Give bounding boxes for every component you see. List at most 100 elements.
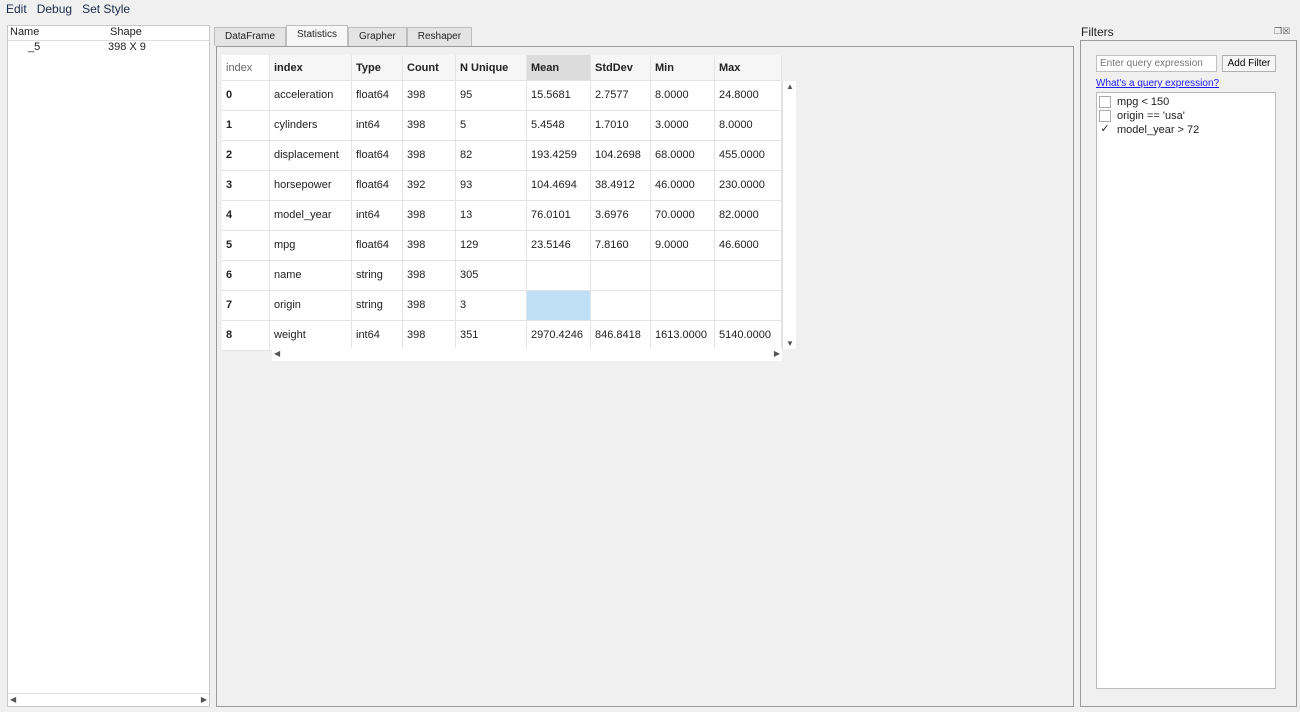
filter-item[interactable]: mpg < 150 xyxy=(1097,95,1275,109)
table-cell[interactable]: 76.0101 xyxy=(527,201,591,230)
table-cell[interactable]: 398 xyxy=(403,111,456,140)
table-cell[interactable]: displacement xyxy=(270,141,352,170)
table-cell[interactable]: 398 xyxy=(403,231,456,260)
scroll-right-icon[interactable]: ▶ xyxy=(200,695,207,704)
table-cell[interactable] xyxy=(715,261,782,290)
table-cell[interactable]: 846.8418 xyxy=(591,321,651,350)
table-cell[interactable]: float64 xyxy=(352,141,403,170)
table-cell[interactable]: 2 xyxy=(222,141,270,170)
table-cell[interactable] xyxy=(651,261,715,290)
table-cell[interactable]: 93 xyxy=(456,171,527,200)
table-cell[interactable] xyxy=(527,291,591,320)
vertical-scrollbar[interactable]: ▲ ▼ xyxy=(782,81,796,349)
table-cell[interactable]: 398 xyxy=(403,321,456,350)
table-cell[interactable]: 129 xyxy=(456,231,527,260)
column-header[interactable]: Mean xyxy=(527,55,591,80)
table-cell[interactable]: 5140.0000 xyxy=(715,321,782,350)
horizontal-scrollbar[interactable]: ◀ ▶ xyxy=(8,693,209,706)
column-header[interactable]: index xyxy=(222,55,270,80)
table-cell[interactable]: float64 xyxy=(352,171,403,200)
table-cell[interactable]: 8.0000 xyxy=(715,111,782,140)
filter-checkbox[interactable] xyxy=(1099,96,1111,108)
filter-checkbox[interactable]: ✓ xyxy=(1100,123,1110,135)
table-cell[interactable]: 82 xyxy=(456,141,527,170)
table-cell[interactable]: 13 xyxy=(456,201,527,230)
table-cell[interactable] xyxy=(527,261,591,290)
table-cell[interactable]: mpg xyxy=(270,231,352,260)
table-cell[interactable]: 15.5681 xyxy=(527,81,591,110)
table-cell[interactable]: 5.4548 xyxy=(527,111,591,140)
float-icon[interactable]: ❐ xyxy=(1274,26,1283,36)
menu-set-style[interactable]: Set Style xyxy=(82,2,131,16)
tab-grapher[interactable]: Grapher xyxy=(348,27,407,46)
table-cell[interactable]: 398 xyxy=(403,141,456,170)
table-cell[interactable]: horsepower xyxy=(270,171,352,200)
table-cell[interactable]: model_year xyxy=(270,201,352,230)
table-cell[interactable]: name xyxy=(270,261,352,290)
table-cell[interactable]: 392 xyxy=(403,171,456,200)
scroll-right-icon[interactable]: ▶ xyxy=(773,349,780,358)
table-cell[interactable]: 24.8000 xyxy=(715,81,782,110)
table-cell[interactable]: weight xyxy=(270,321,352,350)
table-cell[interactable]: 95 xyxy=(456,81,527,110)
table-cell[interactable]: 68.0000 xyxy=(651,141,715,170)
table-cell[interactable]: string xyxy=(352,291,403,320)
table-cell[interactable]: 2970.4246 xyxy=(527,321,591,350)
table-cell[interactable]: 7.8160 xyxy=(591,231,651,260)
add-filter-button[interactable]: Add Filter xyxy=(1222,55,1276,72)
header-name[interactable]: Name xyxy=(10,26,40,38)
table-cell[interactable]: float64 xyxy=(352,81,403,110)
column-header[interactable]: Type xyxy=(352,55,403,80)
table-cell[interactable]: 455.0000 xyxy=(715,141,782,170)
tab-dataframe[interactable]: DataFrame xyxy=(214,27,287,46)
tab-statistics[interactable]: Statistics xyxy=(286,25,349,46)
table-cell[interactable]: origin xyxy=(270,291,352,320)
filter-item[interactable]: ✓ model_year > 72 xyxy=(1097,123,1275,137)
table-cell[interactable] xyxy=(591,291,651,320)
scroll-down-icon[interactable]: ▼ xyxy=(786,339,794,348)
table-cell[interactable]: cylinders xyxy=(270,111,352,140)
table-cell[interactable]: 398 xyxy=(403,81,456,110)
filter-item[interactable]: origin == 'usa' xyxy=(1097,109,1275,123)
column-header[interactable]: N Unique xyxy=(456,55,527,80)
table-cell[interactable]: 2.7577 xyxy=(591,81,651,110)
table-cell[interactable]: 5 xyxy=(222,231,270,260)
table-cell[interactable]: 46.0000 xyxy=(651,171,715,200)
menu-edit[interactable]: Edit xyxy=(6,2,27,16)
table-cell[interactable]: 3 xyxy=(222,171,270,200)
table-cell[interactable]: 398 xyxy=(403,261,456,290)
table-cell[interactable]: 82.0000 xyxy=(715,201,782,230)
table-cell[interactable]: 5 xyxy=(456,111,527,140)
scroll-up-icon[interactable]: ▲ xyxy=(786,82,794,91)
horizontal-scrollbar[interactable]: ◀ ▶ xyxy=(272,348,782,361)
column-header[interactable]: StdDev xyxy=(591,55,651,80)
table-cell[interactable]: 305 xyxy=(456,261,527,290)
table-cell[interactable]: acceleration xyxy=(270,81,352,110)
table-cell[interactable]: 193.4259 xyxy=(527,141,591,170)
table-cell[interactable]: string xyxy=(352,261,403,290)
table-cell[interactable]: 4 xyxy=(222,201,270,230)
table-cell[interactable]: 3 xyxy=(456,291,527,320)
tab-reshaper[interactable]: Reshaper xyxy=(406,27,473,46)
table-cell[interactable] xyxy=(591,261,651,290)
table-cell[interactable]: 3.6976 xyxy=(591,201,651,230)
table-cell[interactable] xyxy=(715,291,782,320)
table-cell[interactable]: 3.0000 xyxy=(651,111,715,140)
table-cell[interactable]: 9.0000 xyxy=(651,231,715,260)
table-cell[interactable]: 104.4694 xyxy=(527,171,591,200)
query-help-link[interactable]: What's a query expression? xyxy=(1096,78,1220,89)
table-cell[interactable]: 104.2698 xyxy=(591,141,651,170)
column-header[interactable]: Min xyxy=(651,55,715,80)
scroll-left-icon[interactable]: ◀ xyxy=(10,695,17,704)
table-cell[interactable]: 8.0000 xyxy=(651,81,715,110)
table-cell[interactable] xyxy=(651,291,715,320)
table-cell[interactable]: 70.0000 xyxy=(651,201,715,230)
table-cell[interactable]: 1.7010 xyxy=(591,111,651,140)
table-cell[interactable]: 7 xyxy=(222,291,270,320)
table-cell[interactable]: 1613.0000 xyxy=(651,321,715,350)
table-cell[interactable]: int64 xyxy=(352,321,403,350)
table-cell[interactable]: 6 xyxy=(222,261,270,290)
table-cell[interactable]: 8 xyxy=(222,321,270,350)
table-cell[interactable]: int64 xyxy=(352,201,403,230)
menu-debug[interactable]: Debug xyxy=(36,2,73,16)
